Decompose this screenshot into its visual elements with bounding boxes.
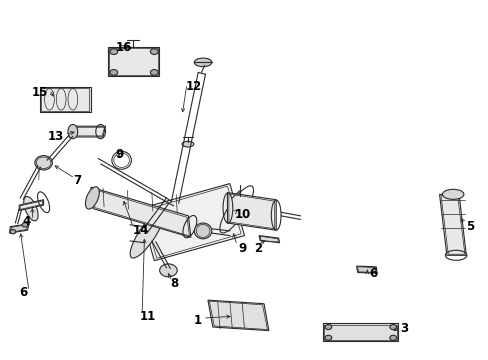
Polygon shape — [9, 224, 29, 233]
Ellipse shape — [35, 156, 52, 170]
Ellipse shape — [150, 69, 158, 75]
Text: 14: 14 — [132, 224, 148, 237]
Polygon shape — [439, 194, 466, 255]
Polygon shape — [207, 300, 268, 330]
Text: 16: 16 — [115, 41, 131, 54]
Ellipse shape — [325, 324, 331, 329]
Text: 1: 1 — [193, 314, 201, 327]
Ellipse shape — [325, 335, 331, 340]
Text: 9: 9 — [115, 148, 123, 161]
Text: 5: 5 — [466, 220, 474, 233]
Text: 6: 6 — [19, 287, 27, 300]
Polygon shape — [91, 187, 190, 237]
Ellipse shape — [150, 49, 158, 54]
Ellipse shape — [22, 223, 28, 227]
Text: 11: 11 — [140, 310, 156, 324]
Polygon shape — [40, 87, 91, 112]
Ellipse shape — [194, 223, 211, 239]
Ellipse shape — [159, 264, 177, 277]
Ellipse shape — [389, 324, 396, 329]
Polygon shape — [322, 323, 397, 341]
Text: 15: 15 — [32, 86, 48, 99]
Text: 2: 2 — [254, 242, 262, 255]
Ellipse shape — [68, 125, 78, 139]
Polygon shape — [356, 266, 376, 273]
Polygon shape — [140, 184, 244, 261]
Text: 3: 3 — [400, 322, 408, 335]
Text: 13: 13 — [48, 130, 64, 144]
Text: 8: 8 — [170, 278, 178, 291]
Polygon shape — [19, 200, 43, 211]
Ellipse shape — [110, 69, 118, 75]
Ellipse shape — [10, 229, 16, 234]
Text: 12: 12 — [185, 80, 202, 93]
Text: 9: 9 — [238, 242, 246, 255]
Text: 10: 10 — [234, 208, 250, 221]
Ellipse shape — [85, 187, 99, 209]
Text: 7: 7 — [73, 174, 81, 186]
Text: 4: 4 — [22, 215, 31, 228]
Polygon shape — [108, 47, 159, 76]
Ellipse shape — [389, 335, 396, 340]
Ellipse shape — [182, 141, 193, 147]
Ellipse shape — [110, 49, 118, 54]
Ellipse shape — [24, 197, 38, 221]
Ellipse shape — [194, 58, 211, 67]
Polygon shape — [69, 126, 105, 137]
Text: 6: 6 — [368, 267, 376, 280]
Polygon shape — [227, 193, 276, 230]
Ellipse shape — [130, 211, 163, 258]
Polygon shape — [259, 235, 279, 243]
Ellipse shape — [442, 189, 463, 199]
